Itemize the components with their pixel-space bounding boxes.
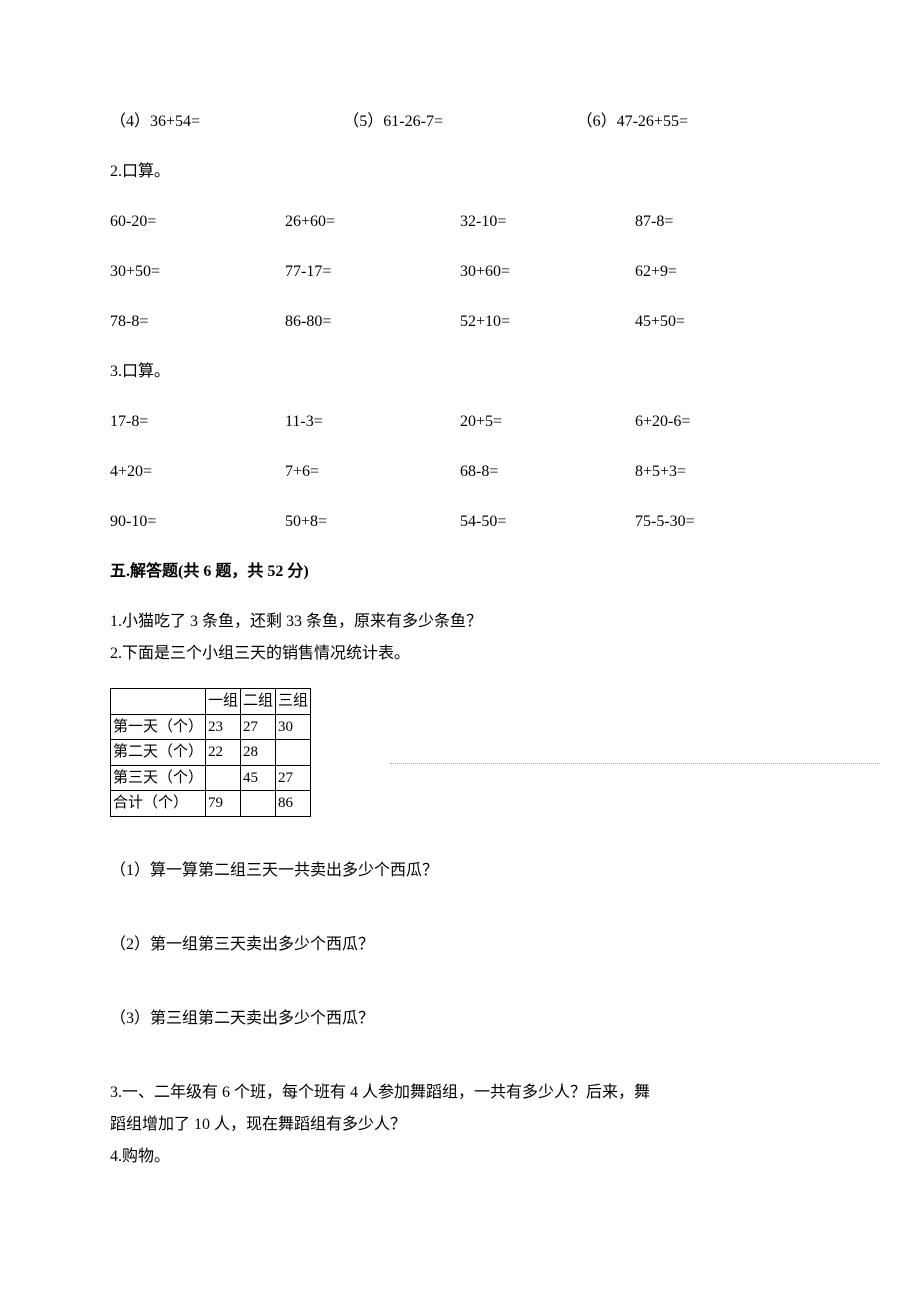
s5-p3a: 3.一、二年级有 6 个班，每个班有 4 人参加舞蹈组，一共有多少人？后来，舞 <box>110 1081 810 1105</box>
td: 第二天（个） <box>111 740 206 766</box>
q3-cell: 20+5= <box>460 410 635 434</box>
s5-sub3: （3）第三组第二天卖出多少个西瓜？ <box>110 1007 810 1031</box>
th-g2: 二组 <box>241 689 276 715</box>
td: 23 <box>206 714 241 740</box>
q3-row-1: 4+20= 7+6= 68-8= 8+5+3= <box>110 460 810 484</box>
q2-cell: 60-20= <box>110 210 285 234</box>
q1-6: （6）47-26+55= <box>577 110 810 134</box>
td: 28 <box>241 740 276 766</box>
q2-cell: 32-10= <box>460 210 635 234</box>
th-blank <box>111 689 206 715</box>
q1-5: （5）61-26-7= <box>343 110 576 134</box>
q3-cell: 8+5+3= <box>635 460 810 484</box>
sales-table: 一组 二组 三组 第一天（个） 23 27 30 第二天（个） 22 28 第三… <box>110 688 311 817</box>
s5-sub1: （1）算一算第二组三天一共卖出多少个西瓜？ <box>110 859 810 883</box>
td: 第三天（个） <box>111 765 206 791</box>
td: 27 <box>276 765 311 791</box>
table-wrap: 一组 二组 三组 第一天（个） 23 27 30 第二天（个） 22 28 第三… <box>110 688 810 817</box>
s5-p3b: 蹈组增加了 10 人，现在舞蹈组有多少人？ <box>110 1113 810 1137</box>
q2-cell: 78-8= <box>110 310 285 334</box>
table-row: 第二天（个） 22 28 <box>111 740 311 766</box>
q3-cell: 4+20= <box>110 460 285 484</box>
s5-sub2: （2）第一组第三天卖出多少个西瓜？ <box>110 933 810 957</box>
td <box>241 791 276 817</box>
q1-row2: （4）36+54= （5）61-26-7= （6）47-26+55= <box>110 110 810 134</box>
q2-cell: 87-8= <box>635 210 810 234</box>
q2-cell: 52+10= <box>460 310 635 334</box>
td: 30 <box>276 714 311 740</box>
th-g1: 一组 <box>206 689 241 715</box>
q3-cell: 7+6= <box>285 460 460 484</box>
q2-row-2: 78-8= 86-80= 52+10= 45+50= <box>110 310 810 334</box>
q2-cell: 45+50= <box>635 310 810 334</box>
q3-cell: 6+20-6= <box>635 410 810 434</box>
td: 合计（个） <box>111 791 206 817</box>
table-row: 合计（个） 79 86 <box>111 791 311 817</box>
section5-heading: 五.解答题(共 6 题，共 52 分) <box>110 560 810 584</box>
q2-cell: 77-17= <box>285 260 460 284</box>
q2-row-1: 30+50= 77-17= 30+60= 62+9= <box>110 260 810 284</box>
q3-row-0: 17-8= 11-3= 20+5= 6+20-6= <box>110 410 810 434</box>
q3-cell: 11-3= <box>285 410 460 434</box>
q3-cell: 50+8= <box>285 510 460 534</box>
td: 27 <box>241 714 276 740</box>
q3-cell: 17-8= <box>110 410 285 434</box>
td: 第一天（个） <box>111 714 206 740</box>
s5-p4: 4.购物。 <box>110 1145 810 1169</box>
q3-cell: 75-5-30= <box>635 510 810 534</box>
th-g3: 三组 <box>276 689 311 715</box>
table-row: 第三天（个） 45 27 <box>111 765 311 791</box>
q3-row-2: 90-10= 50+8= 54-50= 75-5-30= <box>110 510 810 534</box>
td: 86 <box>276 791 311 817</box>
q2-title: 2.口算。 <box>110 160 810 184</box>
q3-cell: 68-8= <box>460 460 635 484</box>
q1-4: （4）36+54= <box>110 110 343 134</box>
q2-cell: 30+50= <box>110 260 285 284</box>
td: 45 <box>241 765 276 791</box>
q2-cell: 86-80= <box>285 310 460 334</box>
table-header-row: 一组 二组 三组 <box>111 689 311 715</box>
q2-cell: 26+60= <box>285 210 460 234</box>
q3-cell: 90-10= <box>110 510 285 534</box>
td: 22 <box>206 740 241 766</box>
s5-p2: 2.下面是三个小组三天的销售情况统计表。 <box>110 642 810 666</box>
table-row: 第一天（个） 23 27 30 <box>111 714 311 740</box>
q2-cell: 62+9= <box>635 260 810 284</box>
q3-cell: 54-50= <box>460 510 635 534</box>
s5-p1: 1.小猫吃了 3 条鱼，还剩 33 条鱼，原来有多少条鱼？ <box>110 610 810 634</box>
td <box>206 765 241 791</box>
td: 79 <box>206 791 241 817</box>
q2-cell: 30+60= <box>460 260 635 284</box>
td <box>276 740 311 766</box>
q2-row-0: 60-20= 26+60= 32-10= 87-8= <box>110 210 810 234</box>
q3-title: 3.口算。 <box>110 360 810 384</box>
